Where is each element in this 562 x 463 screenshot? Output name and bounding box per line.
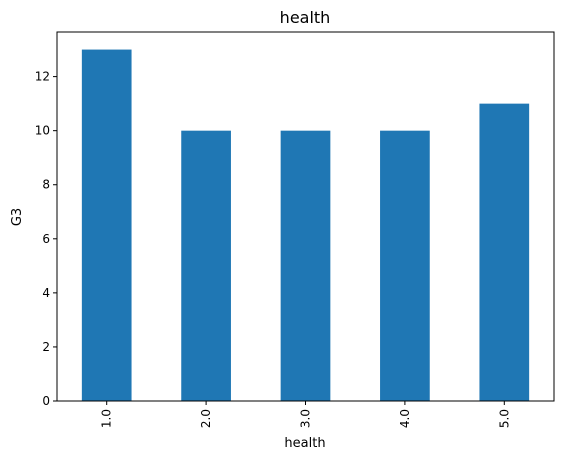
bar <box>280 130 331 402</box>
y-tick-label: 4 <box>42 286 50 300</box>
x-tick-label: 3.0 <box>299 409 313 428</box>
bar <box>181 130 231 402</box>
x-tick-label: 5.0 <box>497 409 511 428</box>
bar <box>81 49 132 401</box>
y-tick-label: 12 <box>35 70 50 84</box>
plot-area: 0 2 4 6 8 10 12 1.0 2.0 3.0 4.0 5.0 <box>35 31 555 428</box>
y-tick-label: 8 <box>42 178 50 192</box>
chart-title: health <box>280 8 331 27</box>
y-tick-label: 10 <box>35 124 50 138</box>
x-axis-label: health <box>284 436 325 451</box>
y-tick-label: 6 <box>42 232 50 246</box>
y-axis-label: G3 <box>10 208 25 226</box>
x-tick-label: 1.0 <box>100 409 114 428</box>
bar <box>380 130 430 402</box>
y-tick-label: 2 <box>42 340 50 354</box>
x-tick-label: 4.0 <box>398 409 412 428</box>
x-tick-label: 2.0 <box>199 409 213 428</box>
bar <box>479 103 530 401</box>
y-tick-label: 0 <box>42 394 50 408</box>
